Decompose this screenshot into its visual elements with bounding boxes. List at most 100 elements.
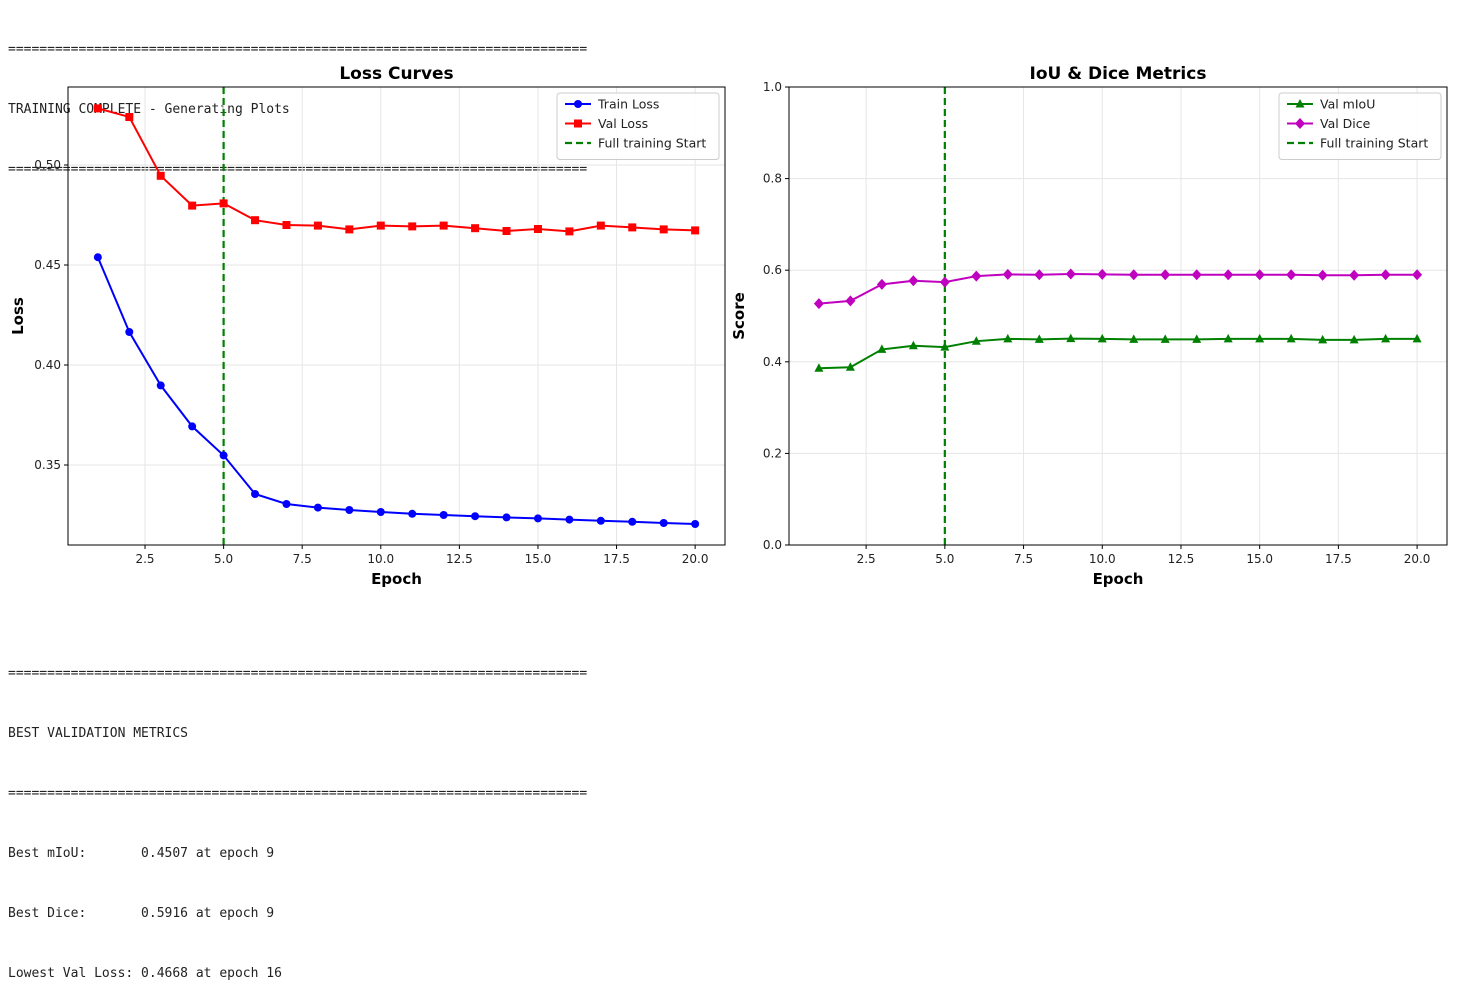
data-point (282, 500, 291, 508)
data-point (313, 221, 322, 230)
data-point (156, 381, 165, 390)
data-point (219, 451, 228, 460)
legend-label: Val mIoU (1320, 97, 1375, 112)
data-point (1381, 333, 1391, 343)
data-point (1002, 268, 1013, 280)
legend-entry: Full training Start (565, 136, 706, 151)
data-point (439, 511, 448, 519)
data-point (1255, 333, 1265, 343)
legend-label: Val Dice (1320, 116, 1371, 131)
data-point (313, 503, 322, 512)
y-tick-label: 0.40 (34, 358, 61, 372)
best-dice-line: Best Dice: 0.5916 at epoch 9 (8, 906, 275, 921)
chart-title: IoU & Dice Metrics (1030, 64, 1207, 84)
data-point (596, 221, 605, 230)
data-point (1128, 269, 1139, 281)
x-tick-label: 17.5 (1325, 552, 1352, 566)
y-tick-label: 0.8 (763, 172, 782, 186)
legend: Train Loss Val Loss Full training Start (556, 92, 720, 160)
data-point (1223, 333, 1233, 343)
x-tick-label: 2.5 (857, 552, 876, 566)
data-point (1097, 333, 1107, 343)
x-tick-label: 15.0 (525, 552, 552, 566)
chart-title: Loss Curves (339, 64, 453, 84)
x-tick-label: 7.5 (293, 552, 312, 566)
data-point (1223, 269, 1234, 281)
console-rule-top: ========================================… (8, 42, 588, 57)
legend-entry: Val Dice (1287, 116, 1371, 131)
data-point (251, 216, 260, 225)
x-tick-label: 7.5 (1014, 552, 1033, 566)
data-point (1034, 269, 1045, 281)
console-header: ========================================… (8, 0, 587, 200)
data-point (502, 227, 511, 235)
data-point (659, 519, 668, 527)
charts-figure: 2.5 5.0 7.5 10.0 12.5 15.0 17.5 20.0 0.35 0.40 0.4… (9, 64, 1448, 588)
x-tick-label: 12.5 (446, 552, 473, 566)
x-tick-label: 12.5 (1168, 552, 1195, 566)
data-point (1191, 269, 1202, 281)
data-point (939, 276, 950, 288)
data-point (93, 104, 102, 113)
best-metrics-title: BEST VALIDATION METRICS (8, 726, 189, 741)
legend: Val mIoU Val Dice Full training Start (1278, 92, 1442, 160)
data-point (908, 340, 918, 350)
legend-label: Train Loss (597, 97, 659, 112)
data-point (251, 490, 260, 498)
best-metrics-block: ========================================… (8, 624, 587, 1004)
data-point (533, 225, 542, 233)
data-point (1380, 269, 1391, 281)
data-point (1003, 333, 1013, 343)
data-point (188, 422, 197, 431)
data-point (565, 227, 574, 236)
data-point (628, 517, 637, 526)
legend-entry: Val Loss (565, 116, 648, 131)
y-tick-label: 0.0 (763, 538, 782, 552)
y-tick-label: 0.6 (763, 263, 782, 277)
legend-swatch-marker (574, 100, 582, 108)
data-point (1066, 333, 1076, 343)
data-point (345, 225, 354, 234)
data-point (845, 362, 855, 371)
y-axis-label: Score (730, 292, 748, 340)
y-tick-label: 0.2 (763, 446, 782, 460)
legend-swatch-marker (1295, 99, 1305, 108)
data-point (1286, 269, 1297, 281)
x-tick-label: 10.0 (1089, 552, 1116, 566)
data-point (1349, 269, 1360, 281)
plot-frame (67, 86, 726, 546)
legend-label: Full training Start (1320, 136, 1428, 151)
legend-swatch-marker (574, 119, 582, 128)
data-point (971, 270, 982, 282)
legend-entry: Train Loss (565, 97, 659, 112)
y-tick-label: 0.45 (34, 258, 61, 272)
data-point (565, 515, 574, 524)
series-line-val-dice (818, 273, 1418, 305)
data-point (1412, 269, 1423, 281)
data-point (376, 508, 385, 516)
data-point (814, 363, 824, 372)
data-point (125, 113, 134, 121)
data-point (502, 513, 511, 522)
data-point (471, 224, 480, 233)
data-point (691, 226, 700, 235)
data-point (156, 171, 165, 180)
data-point (125, 328, 134, 336)
series-line-val-loss (97, 107, 696, 233)
data-point (408, 509, 417, 518)
data-point (1160, 269, 1171, 281)
legend-label: Val Loss (598, 116, 648, 131)
best-miou-line: Best mIoU: 0.4507 at epoch 9 (8, 846, 275, 861)
data-point (1254, 269, 1265, 281)
data-point (1192, 334, 1202, 343)
x-axis-label: Epoch (371, 570, 422, 588)
data-point (1318, 334, 1328, 344)
data-point (1034, 334, 1044, 343)
data-point (1286, 333, 1296, 343)
data-point (93, 253, 102, 262)
data-point (376, 221, 385, 230)
legend-frame (1278, 92, 1442, 160)
y-tick-label: 1.0 (763, 80, 782, 94)
data-point (282, 221, 291, 229)
legend-entry: Full training Start (1287, 136, 1428, 151)
